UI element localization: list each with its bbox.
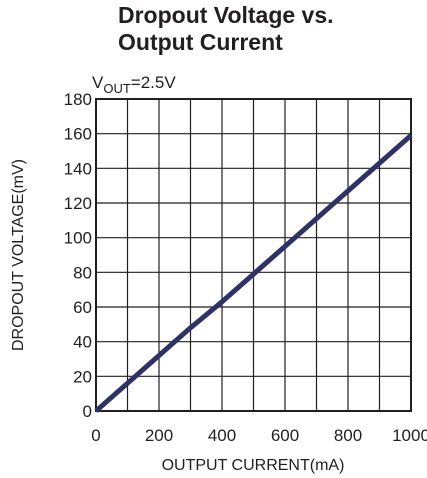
plot-frame <box>95 98 412 412</box>
x-tick-labels: 0 200 400 600 800 1000 <box>91 426 427 445</box>
condition-annotation: VOUT=2.5V <box>92 73 176 96</box>
x-tick-label: 600 <box>271 426 299 445</box>
x-axis-label: OUTPUT CURRENT(mA) <box>162 457 345 474</box>
y-tick-label: 140 <box>64 159 92 178</box>
chart-title-line-1: Dropout Voltage vs. <box>118 2 334 28</box>
chart-title-line-2: Output Current <box>118 29 283 55</box>
y-axis-label: DROPOUT VOLTAGE(mV) <box>10 159 27 351</box>
y-tick-label: 60 <box>73 298 92 317</box>
annotation-subscript: OUT <box>103 81 131 96</box>
x-tick-label: 800 <box>334 426 362 445</box>
annotation-main: V <box>92 73 104 92</box>
chart-title: Dropout Voltage vs. Output Current <box>118 2 418 56</box>
y-tick-label: 160 <box>64 125 92 144</box>
y-tick-label: 20 <box>73 367 92 386</box>
grid <box>96 99 411 411</box>
annotation-suffix: =2.5V <box>131 73 177 92</box>
y-tick-label: 40 <box>73 333 92 352</box>
x-tick-label: 1000 <box>392 426 427 445</box>
series-layer <box>94 133 413 413</box>
y-tick-label: 100 <box>64 229 92 248</box>
y-tick-label: 120 <box>64 194 92 213</box>
y-tick-label: 0 <box>83 402 92 421</box>
x-tick-label: 200 <box>145 426 173 445</box>
y-tick-label: 180 <box>64 90 92 109</box>
y-tick-labels: 0 20 40 60 80 100 120 140 160 180 <box>64 90 92 421</box>
x-tick-label: 400 <box>208 426 236 445</box>
x-tick-label: 0 <box>91 426 100 445</box>
series-line <box>94 133 413 413</box>
y-tick-label: 80 <box>73 263 92 282</box>
